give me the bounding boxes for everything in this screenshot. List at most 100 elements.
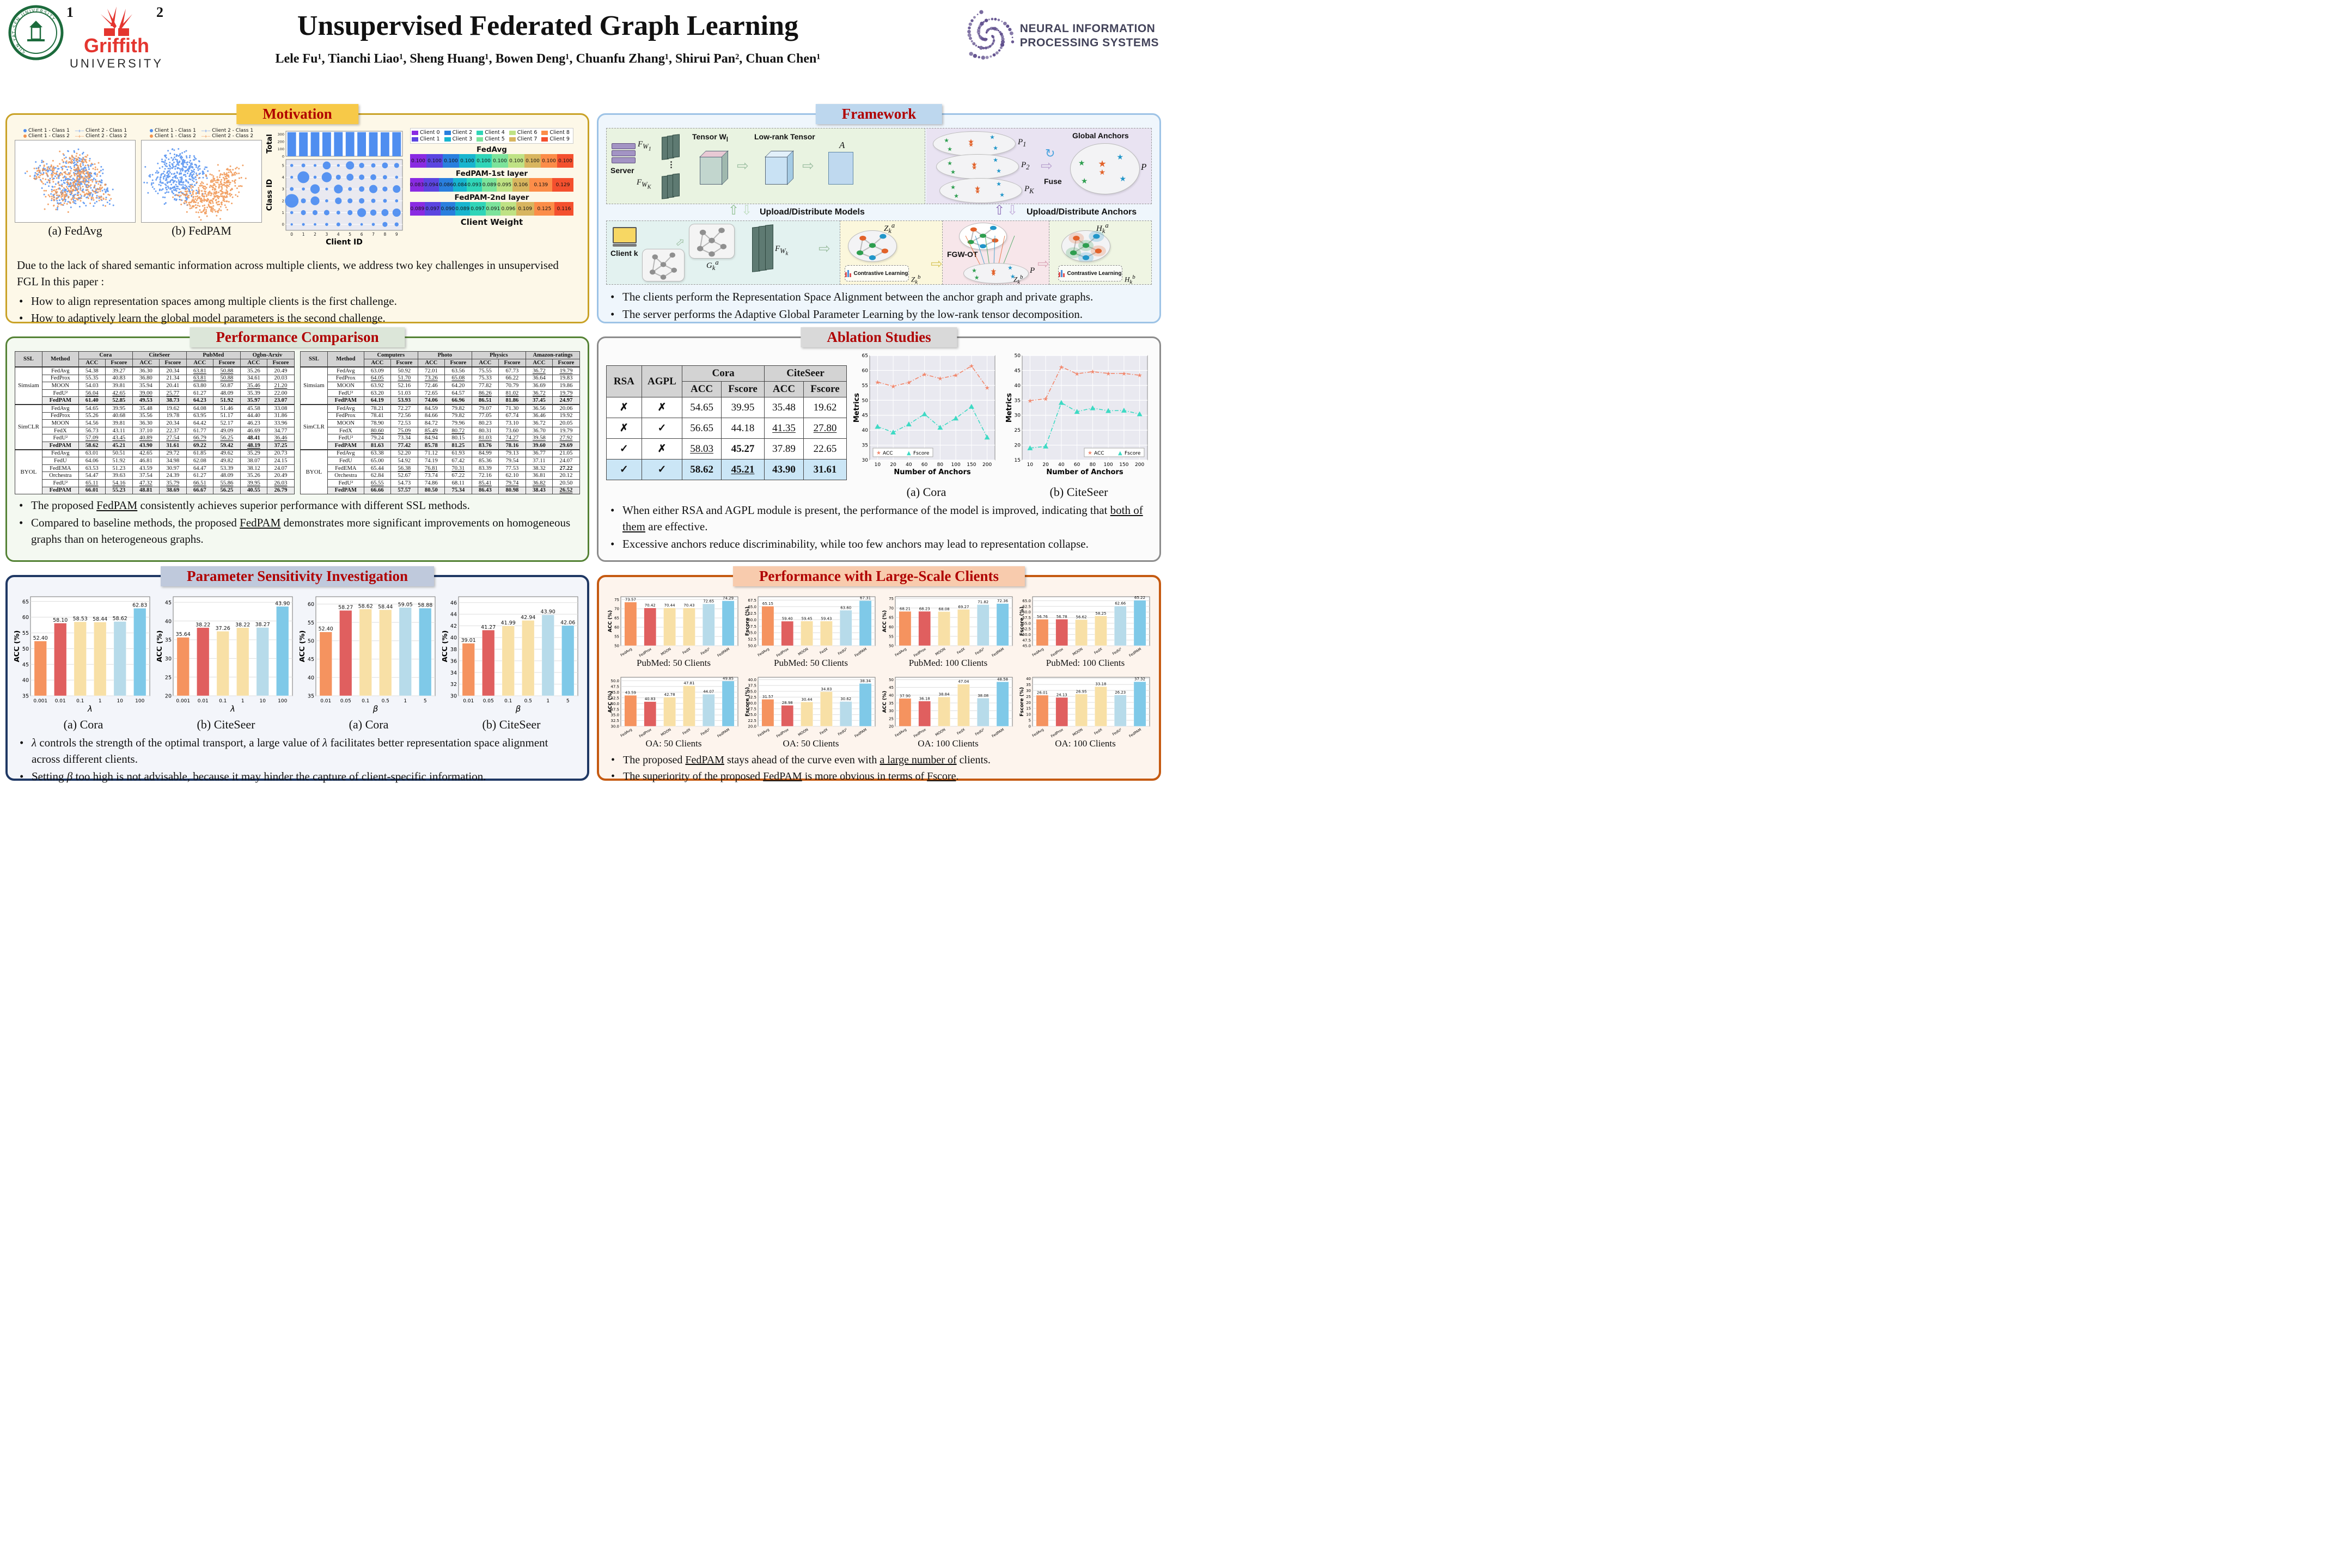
svg-text:58.44: 58.44 [93,616,107,622]
svg-text:30: 30 [1015,413,1021,419]
svg-text:60: 60 [1074,462,1080,468]
bar [133,608,146,696]
A-label: A [839,140,845,150]
svg-text:6: 6 [361,232,363,237]
bar [1114,695,1127,727]
svg-text:36: 36 [450,658,457,664]
bullet-item: The superiority of the proposed FedPAM i… [607,769,1151,784]
table-row: FedU² 65.55 54.73 74.86 68.11 85.41 79.74 36.82… [301,479,581,487]
svg-text:30.0: 30.0 [610,725,619,729]
bar-chart: 45.0 47.550.052.555.057.560.062.565.0 56.7… [1019,596,1150,658]
svg-text:0.5: 0.5 [382,699,389,704]
bullet-item: Setting β too high is not advisable, bec… [15,769,579,784]
performance-tables: SSL Method Cora CiteSeer PubMed Ogbn-Arxiv ACC… [15,351,581,495]
svg-text:FedAvg: FedAvg [620,727,633,738]
arrow-right-icon: ⇨ [819,240,830,256]
largescale-chart: 50.0 52.5 55.0 57.5 60.0 62.5 65.0 67.5 65.15 Fed… [744,590,878,669]
svg-text:FedPAM: FedPAM [717,727,730,738]
svg-text:50: 50 [862,398,869,403]
bullet-item: The clients perform the Representation S… [606,289,1152,305]
svg-text:30.44: 30.44 [802,697,813,702]
anchor-star-icon: ★ [1098,158,1107,169]
svg-text:MOON: MOON [1072,727,1084,737]
svg-text:44: 44 [450,612,457,618]
svg-text:70.42: 70.42 [645,603,656,608]
svg-text:68.21: 68.21 [900,607,911,611]
svg-text:50: 50 [614,644,619,648]
class-bubble [290,187,294,191]
bar [839,701,852,727]
svg-text:37.5: 37.5 [748,684,756,688]
svg-text:34: 34 [450,670,457,676]
ablation-row: ✗ ✓ 56.65 44.18 41.35 27.80 [606,418,847,439]
class-bubble [285,194,299,208]
anchor-star-icon: ★ [999,192,1005,199]
table-row: FedU² 56.04 42.65 39.00 25.77 61.27 48.09 35.39… [15,389,295,397]
svg-text:59.43: 59.43 [821,616,832,621]
svg-text:50.0: 50.0 [748,644,756,648]
weight-value: 0.089 [410,202,425,216]
sensitivity-chart: 30 32 34 36 38 40 42 44 46 39.01 0.01 41.27 0.05 41.9… [442,590,581,732]
neurips-logo-icon [967,10,1014,60]
anchor-star-icon: ★ [1119,174,1127,183]
svg-text:100: 100 [1104,462,1113,468]
svg-text:73.57: 73.57 [625,597,636,602]
svg-text:25: 25 [1015,428,1021,433]
chart-title: PubMed: 100 Clients [1046,658,1125,668]
class-bubble [394,163,399,168]
svg-text:FedAvg: FedAvg [757,727,770,738]
weight-value: 0.095 [496,178,512,192]
svg-text:★: ★ [890,383,896,390]
svg-text:150: 150 [967,462,976,468]
svg-text:28.98: 28.98 [782,701,793,705]
svg-text:FedU²: FedU² [700,647,711,656]
class-bubble [382,186,388,192]
svg-text:43.90: 43.90 [541,609,555,615]
svg-text:42.94: 42.94 [521,615,535,621]
svg-text:100: 100 [951,462,961,468]
weight-value: 0.100 [426,154,443,168]
bar [644,701,657,727]
bar [399,607,412,696]
bar-chart: 50 55 60 65 70 75 68.21 FedAvg 68.23 FedProx 68.08… [882,596,1013,658]
class-bubble [359,198,365,204]
class-bubble [347,210,353,216]
bullet-item: The server performs the Adaptive Global … [606,307,1152,323]
svg-text:35: 35 [22,694,29,700]
svg-text:38.27: 38.27 [255,622,270,628]
anchor-star-icon: ★ [1010,273,1016,280]
zkb-label-a: Zkb [911,274,921,285]
private-graph-icon [642,249,685,281]
svg-text:38: 38 [450,647,457,653]
hka-embedding-icon [1061,230,1110,262]
total-bar [299,132,308,156]
svg-text:60.0: 60.0 [1022,610,1031,615]
legend-entry: Client 1 - Class 1 [149,128,196,133]
svg-text:58.88: 58.88 [418,603,432,609]
model-stack-icon-1 [662,134,680,160]
weight-value: 0.100 [443,154,459,168]
svg-text:0: 0 [282,155,284,159]
total-bar [322,132,331,156]
class-bubble [336,211,340,215]
chart-title: PubMed: 50 Clients [773,658,848,668]
weight-value: 0.094 [423,178,439,192]
anchor-star-icon: ★ [968,142,974,149]
svg-text:ACC (%): ACC (%) [157,630,164,663]
anchor-star-icon: ★ [950,169,956,176]
contrastive-chart-icon [845,270,852,277]
anchor-star-icon: ★ [947,146,952,153]
svg-text:10: 10 [260,699,266,704]
svg-text:200: 200 [1135,462,1144,468]
graph-icon [856,234,889,260]
class-bubble [357,208,367,217]
svg-text:Fscore (%): Fscore (%) [745,687,750,716]
ablation-row: ✗ ✗ 54.65 39.95 35.48 19.62 [606,397,847,418]
svg-text:FedX: FedX [1094,647,1103,656]
largescale-bullets: The proposed FedPAM stays ahead of the c… [607,752,1151,784]
svg-text:FedAvg: FedAvg [894,727,907,738]
total-bar [392,132,401,156]
contrastive-label-b: Contrastive Learning [1067,270,1122,277]
svg-text:45: 45 [862,413,868,419]
svg-text:20: 20 [1026,701,1031,705]
